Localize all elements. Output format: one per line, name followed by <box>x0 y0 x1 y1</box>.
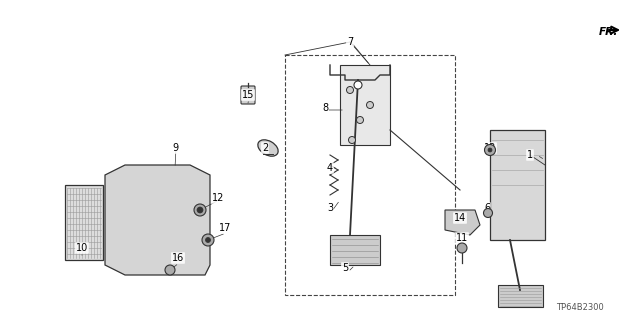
Text: 4: 4 <box>327 163 333 173</box>
Circle shape <box>165 265 175 275</box>
Text: 14: 14 <box>454 213 466 223</box>
Circle shape <box>349 137 355 144</box>
Bar <box>498 285 543 307</box>
Circle shape <box>194 204 206 216</box>
Polygon shape <box>445 210 480 235</box>
Circle shape <box>346 86 353 93</box>
Bar <box>490 130 545 240</box>
Text: 12: 12 <box>212 193 224 203</box>
Circle shape <box>484 145 495 155</box>
Bar <box>340 65 390 145</box>
Circle shape <box>202 234 214 246</box>
Circle shape <box>197 207 203 213</box>
Text: 17: 17 <box>219 223 231 233</box>
Circle shape <box>483 209 493 218</box>
Text: FR.: FR. <box>599 27 618 37</box>
Text: 10: 10 <box>76 243 88 253</box>
Text: 8: 8 <box>322 103 328 113</box>
Text: 2: 2 <box>262 143 268 153</box>
Circle shape <box>488 148 492 152</box>
Text: 16: 16 <box>172 253 184 263</box>
Text: 3: 3 <box>327 203 333 213</box>
Text: TP64B2300: TP64B2300 <box>556 303 604 313</box>
Ellipse shape <box>258 140 278 156</box>
Text: 5: 5 <box>342 263 348 273</box>
Bar <box>65 185 103 260</box>
Text: 9: 9 <box>172 143 178 153</box>
Circle shape <box>354 81 362 89</box>
Bar <box>285 55 455 295</box>
Text: 7: 7 <box>347 37 353 47</box>
Polygon shape <box>105 165 210 275</box>
Text: 6: 6 <box>484 203 490 213</box>
Text: 13: 13 <box>484 143 496 153</box>
Text: 1: 1 <box>527 150 533 160</box>
Bar <box>330 235 380 265</box>
Circle shape <box>367 101 374 108</box>
Text: 11: 11 <box>456 233 468 243</box>
Circle shape <box>457 243 467 253</box>
Circle shape <box>205 238 211 242</box>
Text: 15: 15 <box>242 90 254 100</box>
Circle shape <box>356 116 364 123</box>
FancyBboxPatch shape <box>241 86 255 104</box>
